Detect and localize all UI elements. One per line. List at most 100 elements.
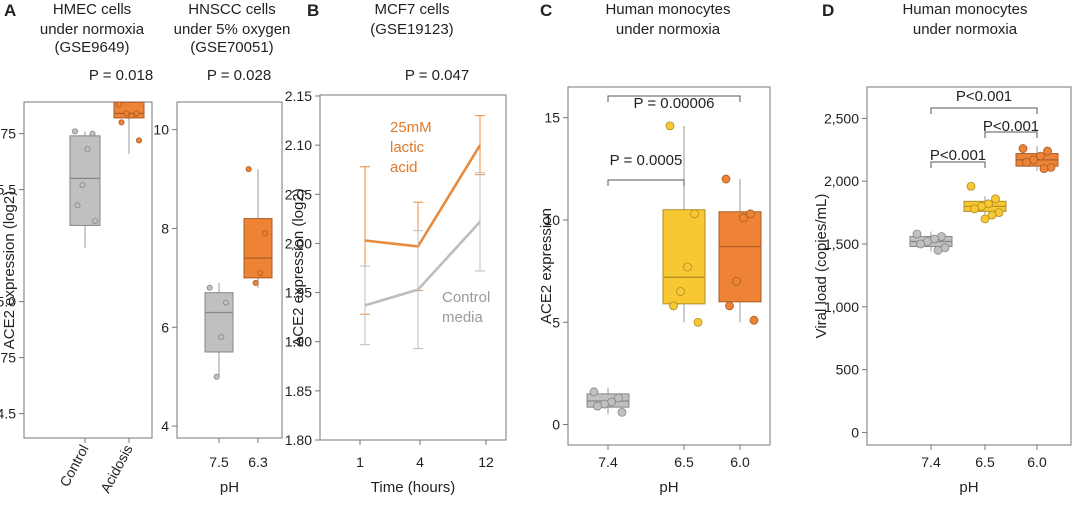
- x-tick-label: 12: [478, 454, 494, 470]
- y-tick-label: 5.75: [0, 126, 16, 142]
- data-point: [92, 217, 99, 224]
- data-point: [1022, 157, 1031, 167]
- data-point: [683, 262, 692, 272]
- data-point: [222, 299, 229, 306]
- data-point: [118, 119, 125, 126]
- x-tick-label: 6.5: [674, 454, 694, 470]
- y-tick-label: 15: [544, 110, 560, 126]
- data-point: [693, 317, 703, 327]
- data-point: [933, 245, 943, 255]
- data-point: [116, 101, 123, 108]
- data-point: [721, 174, 731, 184]
- y-tick-label: 2.00: [285, 235, 312, 251]
- data-point: [725, 301, 734, 311]
- comparison-bracket: [984, 131, 1038, 138]
- y-tick-label: 10: [153, 122, 169, 138]
- plot-frame: [319, 94, 507, 441]
- data-point: [135, 137, 142, 144]
- chart-title: under normoxia: [616, 21, 721, 38]
- data-point: [206, 284, 213, 291]
- chart-title: HNSCC cells: [188, 1, 276, 18]
- chart-title: (GSE70051): [190, 39, 273, 56]
- data-point: [1036, 151, 1045, 161]
- comparison-bracket: [930, 107, 1038, 114]
- x-axis-label: pH: [220, 479, 239, 496]
- chart-title: under normoxia: [40, 21, 145, 38]
- y-tick-label: 1,500: [824, 236, 859, 252]
- y-tick-label: 1,000: [824, 299, 859, 315]
- y-tick-label: 4: [161, 418, 169, 434]
- chart-title: under normoxia: [913, 21, 1018, 38]
- p-value-label: P = 0.018: [89, 67, 153, 84]
- chart-title: (GSE9649): [54, 39, 129, 56]
- data-point: [72, 128, 79, 135]
- data-point: [970, 204, 979, 214]
- y-tick-label: 4.75: [0, 350, 16, 366]
- data-point: [252, 279, 259, 286]
- chart-title: Human monocytes: [605, 1, 730, 18]
- data-point: [133, 110, 140, 117]
- comparison-p-value: P<0.001: [930, 147, 986, 164]
- data-point: [74, 202, 81, 209]
- data-point: [593, 401, 602, 411]
- data-point: [123, 110, 130, 117]
- series-label: lactic: [390, 139, 425, 156]
- x-tick-label: Acidosis: [97, 442, 136, 496]
- y-tick-label: 8: [161, 220, 169, 236]
- comparison-bracket: [607, 95, 741, 102]
- data-point: [218, 334, 225, 341]
- y-tick-label: 2.05: [285, 186, 312, 202]
- data-point: [128, 112, 135, 119]
- data-point: [614, 393, 623, 403]
- x-tick-label: 7.5: [209, 454, 229, 470]
- data-point: [669, 301, 678, 311]
- comparison-bracket: [607, 179, 685, 186]
- data-point: [89, 130, 96, 137]
- x-axis-label: Time (hours): [371, 479, 455, 496]
- p-value-label: P = 0.047: [405, 67, 469, 84]
- y-tick-label: 1.80: [285, 432, 312, 448]
- data-point: [1039, 164, 1049, 174]
- x-tick-label: 6.0: [730, 454, 750, 470]
- box: [718, 211, 762, 303]
- data-point: [676, 287, 685, 296]
- data-point: [991, 194, 1000, 204]
- plot-frame: [23, 101, 153, 439]
- x-tick-label: 6.0: [1027, 454, 1047, 470]
- chart-title: Human monocytes: [902, 1, 1027, 18]
- panel-label: A: [4, 1, 16, 20]
- x-tick-label: 4: [416, 454, 424, 470]
- x-axis-label: pH: [959, 479, 978, 496]
- y-tick-label: 2,500: [824, 110, 859, 126]
- data-point: [84, 146, 91, 153]
- series-label: acid: [390, 159, 418, 176]
- panel-label: C: [540, 1, 552, 20]
- y-tick-label: 5.0: [0, 294, 16, 310]
- data-point: [749, 315, 759, 325]
- x-tick-label: Control: [56, 442, 91, 489]
- y-axis-label: ACE2 expression: [538, 208, 555, 324]
- data-point: [245, 166, 252, 173]
- data-point: [665, 121, 675, 131]
- y-tick-label: 5: [552, 314, 560, 330]
- data-point: [617, 407, 627, 417]
- data-point: [690, 209, 699, 219]
- comparison-p-value: P = 0.00006: [633, 95, 714, 112]
- data-point: [987, 210, 997, 220]
- y-axis-label: ACE2 expression (log2): [1, 191, 18, 349]
- panel-label: B: [307, 1, 319, 20]
- series-label: Control: [442, 289, 490, 306]
- y-tick-label: 5.5: [0, 182, 16, 198]
- chart-title: under 5% oxygen: [174, 21, 291, 38]
- data-point: [261, 230, 268, 237]
- y-tick-label: 2,000: [824, 173, 859, 189]
- y-tick-label: 6: [161, 319, 169, 335]
- p-value-label: P = 0.028: [207, 67, 271, 84]
- y-axis-label: Viral load (copies/mL): [813, 194, 830, 339]
- data-point: [739, 213, 748, 223]
- data-point: [732, 276, 741, 286]
- y-tick-label: 2.10: [285, 137, 312, 153]
- y-axis-label: ACE2 expression (log2): [290, 188, 307, 346]
- y-tick-label: 1.90: [285, 334, 312, 350]
